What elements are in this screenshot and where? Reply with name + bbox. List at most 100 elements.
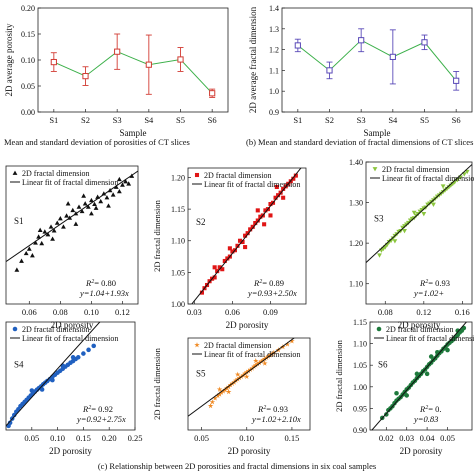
- data-point: [262, 222, 267, 227]
- chart-s3: 0.08 0.12 0.16 1.10 1.20 1.30 1.40 2D porosity 2…: [349, 158, 474, 330]
- plot-frame: [365, 161, 473, 305]
- x-tick-label: 0.09: [263, 307, 278, 317]
- legend-label: 2D fractal dimension: [204, 171, 272, 180]
- chart-porosity-errorbar: 0.00 0.05 0.10 0.15 0.20 S1 S2 S3 S4 S5 S6 Sample 2D…: [4, 4, 229, 138]
- y-tick-label: 1.0: [269, 87, 279, 96]
- r2-superscript: 2: [263, 405, 266, 411]
- data-point: [258, 358, 264, 364]
- data-point: [45, 232, 51, 237]
- y-tick-label: 0.20: [21, 4, 35, 13]
- x-tick-label: 0.05: [24, 433, 39, 443]
- x-tick-label: S2: [81, 115, 90, 125]
- y-tick-label: 0.05: [21, 82, 35, 91]
- data-point: [421, 212, 427, 217]
- data-point: [431, 202, 436, 207]
- data-point: [256, 359, 263, 366]
- legend-label: 2D fractal dimension: [204, 341, 272, 350]
- legend-label: 2D fractal dimension: [22, 325, 90, 334]
- data-point: [50, 236, 55, 241]
- data-point: [218, 389, 225, 395]
- equation-label: y=0.92+2.75x: [76, 414, 126, 424]
- data-point: [222, 387, 228, 393]
- plot-area: [6, 322, 101, 429]
- data-point: [89, 211, 94, 216]
- data-point: [61, 224, 66, 229]
- y-tick-label: 1.05: [171, 268, 185, 277]
- plot-frame: [5, 321, 136, 431]
- data-point: [29, 388, 35, 393]
- data-point: [253, 357, 259, 364]
- data-point: [82, 73, 89, 80]
- fit-line: [191, 168, 302, 304]
- data-point: [455, 328, 460, 333]
- x-tick-label: 0.04: [420, 433, 436, 443]
- data-point: [392, 239, 398, 244]
- data-point: [262, 360, 268, 366]
- r2-value: = 0.: [428, 404, 441, 414]
- data-point: [411, 210, 417, 216]
- data-point: [26, 246, 32, 251]
- data-point: [294, 42, 301, 49]
- y-tick-label: 1.00: [353, 383, 367, 392]
- data-point: [91, 343, 96, 349]
- data-point: [70, 355, 76, 360]
- plot-frame: [369, 321, 473, 431]
- r2-superscript: 2: [425, 405, 428, 411]
- sample-label: S4: [14, 359, 24, 369]
- r2-symbol: R: [419, 278, 426, 288]
- caption-a: Mean and standard deviation of porositie…: [4, 137, 190, 147]
- data-point: [215, 392, 221, 399]
- x-tick-label: 0.03: [187, 307, 202, 317]
- data-point: [89, 197, 94, 203]
- x-tick-label: S3: [357, 115, 366, 125]
- x-tick-label: S1: [49, 115, 58, 125]
- data-point: [240, 239, 245, 245]
- sample-label: S3: [374, 214, 384, 224]
- r2-label: R2= 0.93: [419, 278, 450, 288]
- legend-marker: [194, 172, 200, 178]
- equation-label: y=1.02+: [413, 288, 444, 298]
- data-point: [212, 275, 217, 280]
- data-point: [36, 234, 42, 239]
- data-point: [81, 351, 86, 356]
- x-tick-label: 0.08: [53, 307, 68, 317]
- x-tick-label: S6: [208, 115, 217, 125]
- plot-area: [366, 164, 472, 263]
- x-tick-label: 0.08: [378, 307, 393, 317]
- data-point: [398, 229, 404, 234]
- data-point: [73, 221, 79, 226]
- r2-value: = 0.93: [266, 404, 288, 414]
- x-tick-label: S5: [176, 115, 185, 125]
- data-point: [245, 231, 250, 236]
- caption-c: (c) Relationship between 2D porosities a…: [98, 461, 376, 471]
- y-axis-label: 2D fractal dimension: [152, 347, 162, 420]
- data-point: [113, 184, 119, 189]
- r2-value: = 0.89: [262, 278, 284, 288]
- plot-frame: [187, 167, 307, 305]
- plot-area: [188, 338, 295, 417]
- sample-label: S6: [378, 359, 388, 369]
- data-point: [93, 205, 99, 210]
- fit-line: [6, 322, 101, 427]
- data-point: [245, 368, 252, 374]
- data-point: [248, 227, 253, 232]
- data-point: [209, 90, 216, 97]
- data-point: [237, 238, 243, 243]
- r2-label: R2= 0.89: [253, 278, 284, 288]
- data-point: [249, 365, 255, 371]
- y-tick-label: 1.20: [349, 239, 363, 248]
- r2-value: = 0.92: [91, 404, 113, 414]
- y-tick-label: 0.15: [21, 30, 35, 39]
- y-tick-label: 0.00: [21, 108, 35, 117]
- r2-symbol: R: [253, 278, 260, 288]
- data-point: [262, 356, 268, 362]
- data-point: [414, 371, 420, 377]
- data-point: [220, 267, 225, 272]
- legend-label: 2D fractal dimension: [22, 169, 90, 178]
- x-tick-label: S1: [293, 115, 302, 125]
- sample-label: S5: [196, 369, 206, 379]
- data-point: [234, 371, 241, 377]
- data-point: [120, 182, 125, 187]
- data-point: [217, 265, 222, 270]
- data-point: [244, 373, 250, 380]
